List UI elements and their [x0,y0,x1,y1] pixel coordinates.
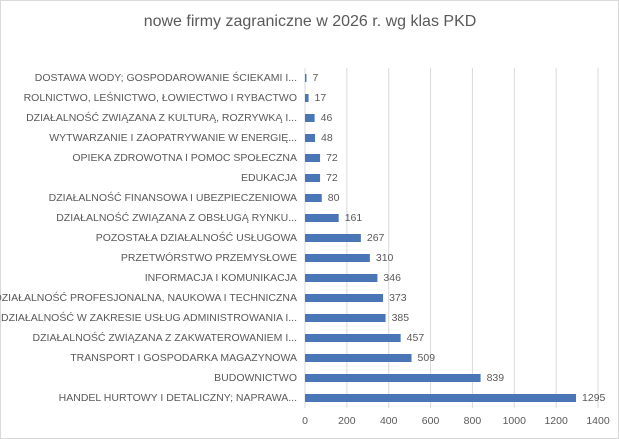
x-tick-label: 1200 [544,415,568,427]
bar [305,314,386,322]
data-label: 72 [326,172,338,184]
data-label: 17 [315,92,327,104]
data-label: 385 [392,312,410,324]
y-tick-label: OPIEKA ZDROWOTNA I POMOC SPOŁECZNA [72,152,297,164]
data-label: 46 [321,112,333,124]
y-tick-label: DZIAŁALNOŚĆ PROFESJONALNA, NAUKOWA I TEC… [0,291,297,304]
bar [305,254,370,262]
data-label: 161 [345,212,363,224]
data-label: 80 [328,192,340,204]
y-tick-label: DZIAŁALNOŚĆ ZWIĄZANA Z KULTURĄ, ROZRYWKĄ… [26,111,297,124]
data-label: 48 [321,132,333,144]
data-label: 457 [407,332,425,344]
bar [305,294,384,302]
chart-title: nowe firmy zagraniczne w 2026 r. wg klas… [144,13,477,30]
y-tick-label: HANDEL HURTOWY I DETALICZNY; NAPRAWA... [59,392,297,404]
bar [305,354,412,362]
bar [305,154,321,162]
data-label: 509 [418,352,436,364]
bar [305,134,316,142]
bar [305,214,339,222]
y-tick-label: DZIAŁALNOŚĆ ZWIĄZANA Z ZAKWATEROWANIEM I… [33,331,297,344]
data-label: 1295 [582,392,606,404]
y-tick-label: PRZETWÓRSTWO PRZEMYSŁOWE [121,251,297,264]
bar [305,74,307,82]
bar [305,394,577,402]
data-label: 373 [389,292,407,304]
y-tick-label: ROLNICTWO, LEŚNICTWO, ŁOWIECTWO I RYBACT… [24,91,297,104]
y-tick-label: DZIAŁALNOŚĆ W ZAKRESIE USŁUG ADMINISTROW… [1,311,297,324]
data-label: 839 [487,372,505,384]
x-tick-label: 800 [464,415,482,427]
y-tick-label: DZIAŁALNOŚĆ ZWIĄZANA Z OBSŁUGĄ RYNKU... [56,211,297,224]
y-tick-label: INFORMACJA I KOMUNIKACJA [145,272,297,284]
x-tick-label: 1400 [586,415,610,427]
bar [305,334,401,342]
y-tick-label: TRANSPORT I GOSPODARKA MAGAZYNOWA [70,352,297,364]
x-tick-label: 0 [302,415,308,427]
data-label: 310 [376,252,394,264]
y-tick-label: EDUKACJA [241,172,297,184]
bar [305,114,315,122]
bar [305,374,481,382]
y-tick-label: DOSTAWA WODY; GOSPODAROWANIE ŚCIEKAMI I.… [35,71,297,84]
data-label: 346 [383,272,401,284]
bar [305,94,309,102]
bar [305,234,361,242]
y-tick-label: BUDOWNICTWO [214,372,297,384]
y-tick-label: POZOSTAŁA DZIAŁALNOŚĆ USŁUGOWA [96,231,297,244]
y-tick-label: DZIAŁALNOŚĆ FINANSOWA I UBEZPIECZENIOWA [49,191,297,204]
bar [305,274,378,282]
y-tick-label: WYTWARZANIE I ZAOPATRYWANIE W ENERGIĘ... [49,132,297,144]
bar [305,194,322,202]
bar [305,174,321,182]
data-label: 267 [367,232,385,244]
data-label: 7 [312,72,318,84]
x-tick-label: 400 [380,415,398,427]
x-tick-label: 600 [422,415,440,427]
data-label: 72 [326,152,338,164]
x-tick-label: 1000 [503,415,527,427]
x-tick-label: 200 [338,415,356,427]
